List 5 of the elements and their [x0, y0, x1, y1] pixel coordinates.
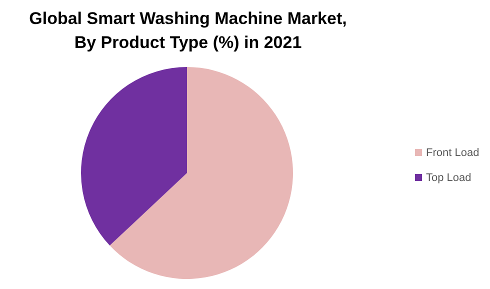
pie-slice [81, 67, 187, 246]
chart-title: Global Smart Washing Machine Market, By Product Type (%) in 2021 [29, 9, 347, 52]
legend-label: Top Load [426, 172, 472, 184]
legend-label: Front Load [426, 147, 480, 159]
pie-slice [110, 67, 293, 279]
